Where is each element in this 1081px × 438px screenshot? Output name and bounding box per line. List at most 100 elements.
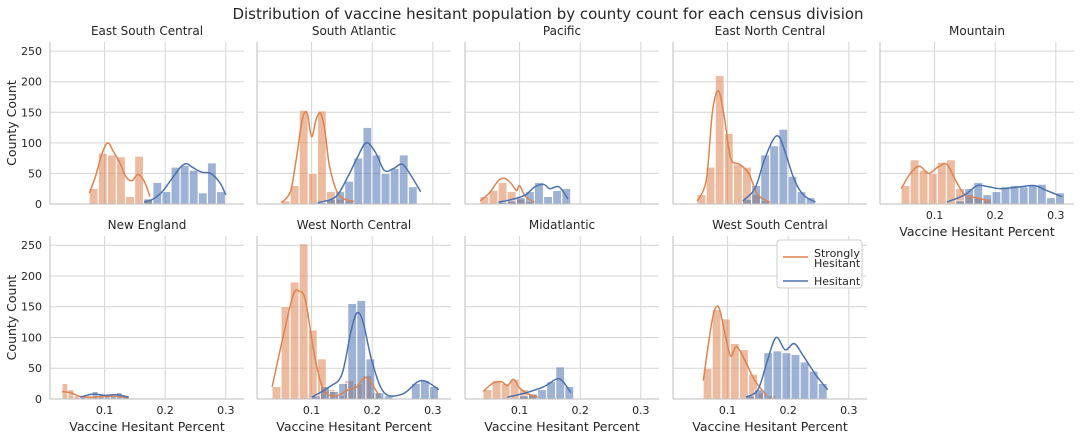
histogram-bar (781, 352, 791, 400)
histogram-bar (67, 389, 74, 400)
panel-west-south-central: West South Central 0.1 0.2 0.3 Vaccine Hesit… (672, 218, 867, 434)
x-tick-label: 0.3 (840, 404, 858, 417)
histogram-bar (216, 191, 226, 205)
y-tick-label: 200 (21, 270, 42, 283)
histogram-bar (374, 392, 385, 400)
panel-title: Pacific (543, 24, 581, 38)
histogram-bar (280, 306, 291, 400)
panel-east-south-central: East South Central 0 50 100 150 200 250 County … (4, 24, 244, 211)
histogram-bar (317, 110, 327, 205)
x-tick-label: 0.2 (571, 404, 589, 417)
histogram-bar (818, 383, 828, 400)
kde-line (311, 311, 440, 398)
y-tick-label: 50 (28, 362, 42, 375)
panel-midatlantic: Midatlantic 0.1 0.2 0.3 Vaccine Hesitant Per… (464, 218, 659, 434)
panel-title: East South Central (91, 24, 203, 38)
x-axis-label: Vaccine Hesitant Percent (692, 419, 848, 434)
histogram-bar (399, 154, 409, 205)
panel-south-atlantic: South Atlantic (256, 24, 451, 205)
kde-line (507, 377, 572, 398)
x-tick-label: 0.3 (217, 404, 235, 417)
histogram-bar (555, 366, 565, 400)
histogram-bar (721, 318, 731, 400)
kde-line (271, 289, 379, 397)
histogram-bar (180, 165, 190, 205)
histogram-bar (552, 190, 562, 205)
panel-new-england: New England 0 50 100 150 200 250 County Count 0.… (4, 218, 244, 434)
y-tick-label: 200 (21, 76, 42, 89)
y-tick-label: 250 (21, 239, 42, 252)
histogram-bar (308, 173, 318, 205)
x-tick-label: 0.2 (779, 404, 797, 417)
histogram-bar (161, 191, 171, 205)
panel-title: South Atlantic (312, 24, 396, 38)
legend-label: Hesitant (814, 275, 861, 288)
y-axis-label: County Count (4, 80, 19, 166)
y-axis-label: County Count (4, 275, 19, 361)
kde-line (479, 177, 536, 203)
x-tick-label: 0.1 (303, 404, 321, 417)
kde-line (482, 378, 538, 398)
legend-label: Strongly (814, 247, 860, 260)
histogram-bar (730, 343, 740, 400)
kde-line (498, 183, 569, 203)
histogram-bar (299, 243, 309, 400)
histogram-bar (928, 173, 938, 205)
histogram-bar (420, 380, 430, 400)
kde-line (702, 305, 768, 397)
x-tick-label: 0.1 (96, 404, 114, 417)
histogram-bar (800, 361, 810, 400)
x-axis-label: Vaccine Hesitant Percent (69, 419, 225, 434)
x-tick-label: 0.1 (926, 209, 944, 222)
histogram-bar (134, 156, 144, 205)
histogram-bar (1046, 197, 1056, 205)
x-tick-label: 0.2 (986, 209, 1004, 222)
panel-east-north-central: East North Central (672, 24, 867, 205)
panel-title: East North Central (715, 24, 826, 38)
figure-title: Distribution of vaccine hesitant populat… (232, 5, 863, 23)
panel-title: Midatlantic (529, 218, 595, 232)
histogram-bar (408, 186, 418, 205)
y-tick-label: 50 (28, 167, 42, 180)
histogram-bar (724, 133, 734, 205)
y-tick-label: 150 (21, 301, 42, 314)
histogram-bar (207, 162, 217, 205)
y-tick-label: 0 (35, 393, 42, 406)
histogram-bar (107, 154, 117, 205)
histogram-bar (712, 309, 722, 400)
histogram-bar (516, 197, 526, 205)
y-tick-label: 0 (35, 198, 42, 211)
y-tick-label: 250 (21, 45, 42, 58)
histogram-bar (271, 386, 281, 400)
legend-label: Hesitant (814, 257, 861, 270)
histogram-bar (380, 173, 391, 205)
histogram-bar (760, 154, 770, 205)
x-axis-label: Vaccine Hesitant Percent (484, 419, 640, 434)
histogram-bar (537, 389, 547, 400)
legend-box (776, 239, 863, 289)
histogram-bar (189, 170, 199, 205)
histogram-bar (790, 354, 801, 400)
histogram-bar (543, 196, 553, 205)
x-tick-label: 0.3 (632, 404, 650, 417)
histogram-bar (125, 196, 135, 205)
x-tick-label: 0.1 (719, 404, 737, 417)
x-axis-label: Vaccine Hesitant Percent (276, 419, 432, 434)
kde-line (62, 390, 129, 399)
histogram-bar (919, 170, 929, 205)
x-tick-label: 0.3 (424, 404, 442, 417)
panel-pacific: Pacific (464, 24, 659, 205)
panel-title: New England (108, 218, 187, 232)
histogram-bar (733, 163, 743, 205)
kde-line (88, 142, 151, 197)
kde-line (143, 162, 227, 203)
kde-line (946, 184, 1063, 203)
x-axis-label: Vaccine Hesitant Percent (899, 224, 1055, 239)
panel-title: Mountain (949, 24, 1005, 38)
x-tick-label: 0.3 (1047, 209, 1065, 222)
kde-line (80, 393, 129, 398)
histogram-bar (1028, 185, 1038, 205)
